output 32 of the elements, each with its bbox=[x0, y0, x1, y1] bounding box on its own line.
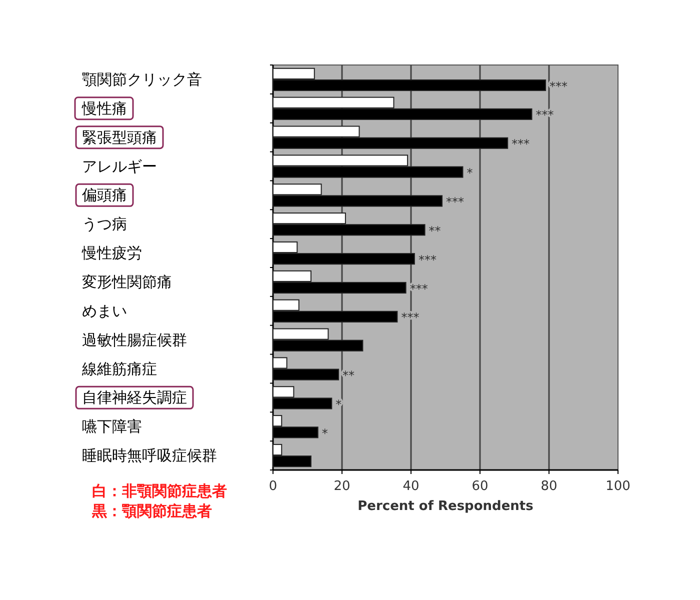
x-tick-label: 100 bbox=[606, 479, 630, 494]
text: 白：非顎関節症患者 bbox=[92, 482, 227, 500]
data-label: *** bbox=[512, 137, 530, 152]
data-label: ** bbox=[342, 368, 355, 383]
y-tick-label: 顎関節クリック音 bbox=[82, 70, 202, 88]
y-tick-label: 線維筋痛症 bbox=[81, 360, 157, 378]
data-label: *** bbox=[446, 194, 464, 209]
y-tick-label: 過敏性腸症候群 bbox=[82, 330, 187, 349]
data-label: *** bbox=[550, 79, 568, 94]
x-axis-title: Percent of Respondents bbox=[358, 499, 534, 514]
x-tick-label: 20 bbox=[334, 479, 350, 494]
y-tick-label: めまい bbox=[82, 302, 127, 320]
y-tick-label: アレルギー bbox=[82, 157, 157, 176]
y-tick-label: 慢性痛 bbox=[81, 99, 127, 118]
text: 黒：顎関節症患者 bbox=[91, 502, 212, 520]
y-tick-label: 慢性疲労 bbox=[81, 244, 142, 262]
x-tick-label: 0 bbox=[268, 479, 278, 494]
y-tick-label: うつ病 bbox=[82, 215, 127, 234]
y-tick-label: 自律神経失調症 bbox=[82, 388, 187, 407]
x-tick-label: 60 bbox=[472, 479, 488, 494]
x-tick-label: 80 bbox=[540, 479, 558, 494]
y-tick-label: 睡眠時無呼吸症候群 bbox=[82, 446, 217, 465]
y-tick-label: 緊張型頭痛 bbox=[82, 128, 157, 146]
x-tick-label: 40 bbox=[402, 479, 420, 494]
data-label: *** bbox=[418, 252, 436, 267]
data-label: * bbox=[336, 397, 342, 412]
y-tick-label: 偏頭痛 bbox=[82, 186, 127, 204]
data-label: * bbox=[322, 426, 328, 440]
data-label: * bbox=[466, 166, 473, 180]
y-tick-label: 嚥下障害 bbox=[82, 418, 142, 436]
data-label: ** bbox=[428, 224, 441, 238]
y-tick-label: 変形性関節痛 bbox=[82, 272, 172, 291]
